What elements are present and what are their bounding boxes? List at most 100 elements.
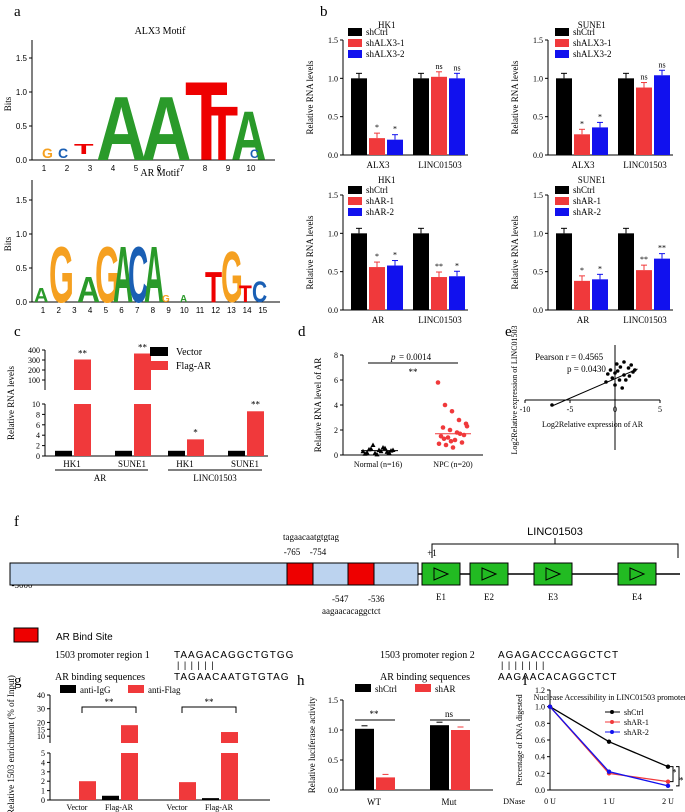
exon-arrow [433, 567, 450, 581]
normal-point [374, 451, 380, 457]
ytick-label: 300 [28, 356, 40, 365]
data-point [620, 386, 624, 390]
bar-shCtrl [618, 233, 634, 310]
bar-shALX3-2 [592, 127, 608, 155]
npc-point [450, 445, 456, 450]
motif-xtick-label: 8 [151, 306, 156, 315]
legend-marker [610, 730, 614, 734]
motif-xtick-label: 2 [56, 306, 61, 315]
motif-letter-a: A [77, 270, 100, 310]
ytick-label: 0.6 [535, 736, 545, 745]
series-point-shCtrl [606, 739, 612, 744]
chart-title: Nuclease Accessibility in LINC01503 prom… [534, 693, 685, 702]
legend-swatch [128, 685, 144, 693]
motif-xtick-label: 1 [42, 164, 47, 173]
npc-point [440, 425, 446, 430]
significance-mark: ** [658, 244, 666, 253]
bar-Flag-AR [134, 353, 151, 390]
y-axis-label: Relative 1503 enrichment (% of Input) [6, 675, 16, 812]
legend-label: shCtrl [366, 27, 389, 37]
motif-letter-g: G [162, 294, 170, 305]
motif-xtick-label: 8 [203, 164, 208, 173]
bar-anti-Flag [79, 781, 96, 800]
ytick-label: 400 [28, 346, 40, 355]
bar-Vector [115, 450, 132, 456]
data-point [629, 363, 633, 367]
motif-letter-t: T [205, 263, 222, 312]
legend-label: Vector [176, 347, 203, 358]
exon-E3 [533, 562, 573, 586]
bar-shALX3-2 [654, 75, 670, 155]
category-label: NPC (n=20) [433, 460, 473, 469]
category-label: LINC01503 [418, 160, 462, 170]
npc-point [445, 435, 451, 440]
bar-anti-Flag [121, 725, 138, 743]
panel-label-g: g [14, 673, 22, 689]
significance-mark: ns [640, 73, 647, 82]
ytick-label: 0 [41, 796, 45, 805]
significance-mark: * [193, 427, 198, 437]
motif-xtick-label: 9 [226, 164, 231, 173]
exon-E4 [617, 562, 657, 586]
pvalue-text: p = 0.0430 [567, 364, 606, 374]
chart-title: SUNE1 [578, 175, 606, 185]
ytick-label: 2 [36, 442, 40, 451]
ar-seq-label-1: AR binding sequences [55, 672, 145, 683]
ytick-label: 8 [36, 410, 40, 419]
region1-match-bars: | | | | | | [177, 660, 215, 670]
significance-mark: * [375, 123, 379, 132]
pearson-text: Pearson r = 0.4565 [535, 352, 604, 362]
promoter-diagram: -3000 tagaacaatgtgtag -765 -754 +1 LINC0… [9, 526, 680, 683]
bar-Vector [168, 450, 185, 456]
site1-pos-b: -754 [310, 547, 327, 557]
motif-xtick-label: 10 [247, 164, 256, 173]
site2-sequence: aagaacacaggctct [322, 606, 381, 616]
exon-E1 [421, 562, 461, 586]
ytick-label: 15 [37, 725, 45, 734]
legend-label: anti-IgG [80, 685, 111, 695]
chart-b1: 0.0 0.5 1.0 1.5 Relative RNA levels HK1 * * ALX3… [305, 20, 468, 170]
motif-letter-a: A [231, 96, 266, 175]
region2-match-bars: | | | | | | | [501, 660, 545, 670]
significance-mark: * [580, 266, 584, 275]
chart-e: -10 -5 0 5 Pearson r = 0.4565 p = 0.0430 Log2R… [510, 325, 662, 454]
panel-label-h: h [297, 673, 305, 689]
region2-label: 1503 promoter region 2 [380, 650, 475, 661]
bar-Flag-AR [247, 411, 264, 456]
significance-mark: * [598, 112, 602, 121]
data-point [622, 360, 626, 364]
bar-Vector [55, 450, 72, 456]
exon-E2 [469, 562, 509, 586]
ytick-label: 100 [28, 376, 40, 385]
ytick-label: 0.4 [535, 753, 545, 762]
alx3-motif-title: ALX3 Motif [135, 26, 187, 37]
motif-letter-c: C [250, 147, 259, 161]
npc-point [442, 402, 448, 408]
y-axis-label: Percentage of DNA digested [515, 694, 524, 785]
bar-shCtrl [430, 725, 449, 790]
ytick-label: 2 [334, 426, 338, 435]
motif-xtick-label: 4 [111, 164, 116, 173]
legend-swatch [348, 28, 362, 36]
legend-swatch [348, 208, 362, 216]
legend-label: anti-Flag [148, 685, 181, 695]
ytick-label: 0.0 [328, 151, 338, 160]
alx3-motif-ylabel: Bits [3, 96, 13, 111]
bar-anti-Flag [179, 782, 196, 800]
ytick-label: 4 [334, 401, 338, 410]
ar-motif-title: AR Motif [140, 168, 180, 179]
legend-label: shALX3-1 [366, 38, 405, 48]
legend-label: shAR-1 [624, 718, 649, 727]
bar-shALX3-1 [431, 76, 447, 155]
motif-xtick-label: 5 [134, 164, 139, 173]
legend-swatch [555, 197, 569, 205]
normal-point [362, 451, 368, 456]
data-point [617, 378, 622, 382]
legend-swatch [555, 186, 569, 194]
y-axis-label: Relative RNA levels [6, 366, 16, 440]
category-label: ALX3 [367, 160, 390, 170]
legend-ar-bind-swatch [13, 627, 39, 643]
bracket [676, 766, 680, 787]
category-label: LINC01503 [623, 315, 667, 325]
